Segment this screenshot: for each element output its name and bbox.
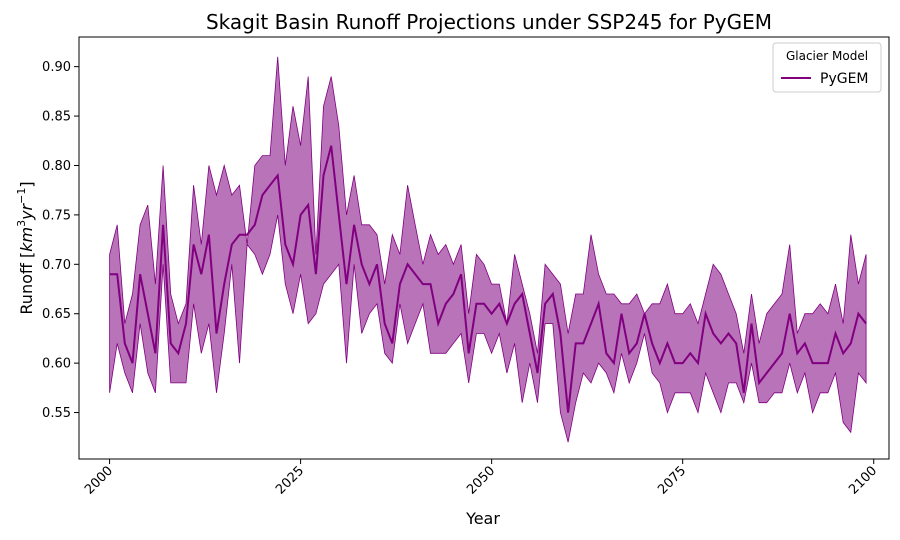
x-tick-label: 2025 xyxy=(273,464,307,498)
series-line-pygem xyxy=(109,145,867,413)
y-axis-ticks: 0.55 0.60 0.65 0.70 0.75 0.80 0.85 0.90 xyxy=(42,60,79,421)
y-axis-label-main: Runoff [ xyxy=(17,252,36,315)
x-tick-label: 2000 xyxy=(82,464,116,498)
confidence-band xyxy=(109,56,867,443)
y-tick-label: 0.85 xyxy=(42,110,71,125)
legend-box xyxy=(772,42,882,93)
y-tick-label: 0.60 xyxy=(42,357,71,372)
x-axis-label: Year xyxy=(465,509,500,528)
plot-frame xyxy=(78,36,890,460)
y-axis-label-supneg: −1 xyxy=(15,188,28,204)
y-tick-label: 0.70 xyxy=(42,258,71,273)
legend: Glacier Model PyGEM xyxy=(772,42,882,93)
y-axis-label-yr: yr xyxy=(17,202,36,220)
chart-title: Skagit Basin Runoff Projections under SS… xyxy=(206,10,772,34)
plot-area xyxy=(78,36,890,460)
x-tick-label: 2100 xyxy=(846,464,880,498)
x-tick-label: 2050 xyxy=(464,464,498,498)
y-axis-label: Runoff [km3yr−1] xyxy=(15,181,36,314)
y-tick-label: 0.65 xyxy=(42,307,71,322)
y-tick-label: 0.80 xyxy=(42,159,71,174)
x-tick-label: 2075 xyxy=(655,464,689,498)
x-axis-ticks: 2000 2025 2050 2075 2100 xyxy=(82,459,880,498)
y-tick-label: 0.75 xyxy=(42,208,71,223)
y-axis-label-km: km xyxy=(17,227,36,252)
y-tick-label: 0.55 xyxy=(42,406,71,421)
y-axis-label-close: ] xyxy=(17,181,36,187)
legend-title: Glacier Model xyxy=(786,49,868,63)
y-tick-label: 0.90 xyxy=(42,60,71,75)
legend-entry-pygem: PyGEM xyxy=(820,71,869,87)
y-axis-label-sup3: 3 xyxy=(15,220,28,227)
